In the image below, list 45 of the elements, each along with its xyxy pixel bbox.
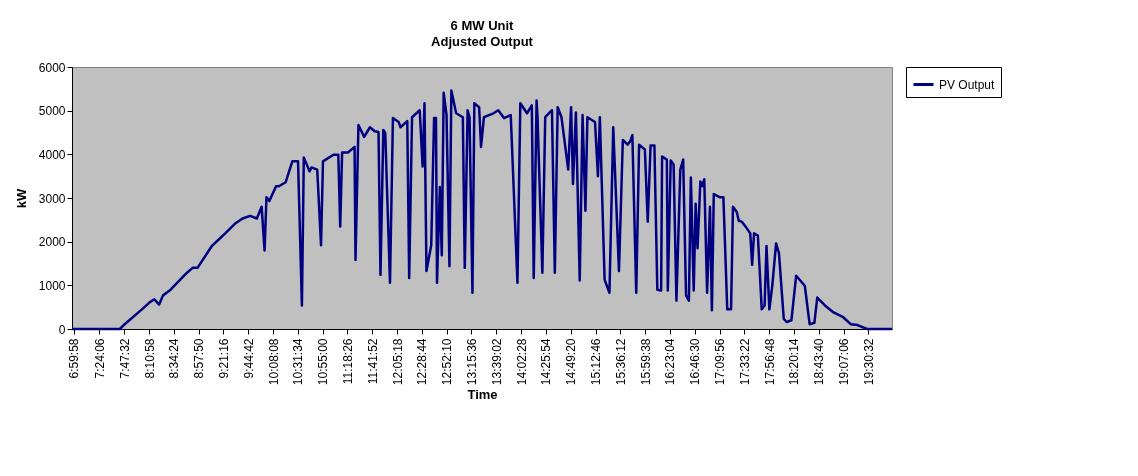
chart-title: 6 MW Unit [450,18,515,33]
x-tick-label: 14:02:28 [514,338,529,386]
x-tick-label: 17:56:48 [762,338,777,386]
y-tick-label: 4000 [38,147,66,162]
y-tick-label: 0 [58,322,66,337]
x-tick-label: 16:23:04 [663,338,678,386]
y-tick-label: 6000 [38,60,66,75]
y-tick-label: 3000 [38,191,66,206]
y-tick-label: 5000 [38,104,66,119]
x-tick-label: 11:41:52 [365,338,380,385]
x-tick-label: 15:59:38 [638,338,653,386]
x-tick-label: 8:10:58 [142,338,157,379]
x-tick-label: 18:43:40 [812,338,827,386]
x-tick-label: 18:20:14 [787,338,802,386]
x-tick-label: 14:25:54 [539,338,554,386]
chart-subtitle: Adjusted Output [431,34,534,49]
x-tick-label: 8:57:50 [192,338,207,379]
x-tick-label: 17:33:22 [737,338,752,386]
x-tick-label: 10:55:00 [316,338,331,386]
x-tick-label: 19:07:06 [837,338,852,386]
x-tick-label: 8:34:24 [167,338,182,379]
x-tick-label: 12:05:18 [390,338,405,386]
x-tick-label: 9:21:16 [216,338,231,379]
x-tick-label: 14:49:20 [564,338,579,386]
x-tick-label: 17:09:56 [713,338,728,386]
x-tick-label: 19:30:32 [861,338,876,386]
y-tick-label: 1000 [38,278,66,293]
x-tick-label: 13:15:36 [464,338,479,386]
x-tick-label: 7:24:06 [92,338,107,379]
y-axis-title: kW [13,188,29,209]
x-tick-label: 13:39:02 [489,338,504,386]
x-tick-label: 6:59:58 [67,338,82,379]
x-axis-title: Time [467,387,498,403]
x-tick-label: 11:18:26 [340,338,355,385]
x-tick-label: 15:12:46 [589,338,604,386]
legend-label: PV Output [939,77,996,92]
x-tick-label: 16:46:30 [688,338,703,386]
x-tick-label: 12:28:44 [415,338,430,386]
x-tick-label: 15:36:12 [613,338,628,386]
y-tick-label: 2000 [38,235,66,250]
x-tick-label: 10:31:34 [291,338,306,386]
x-tick-label: 9:44:42 [241,338,256,379]
x-tick-label: 10:08:08 [266,338,281,386]
x-tick-label: 7:47:32 [117,338,132,379]
x-tick-label: 12:52:10 [440,338,455,386]
